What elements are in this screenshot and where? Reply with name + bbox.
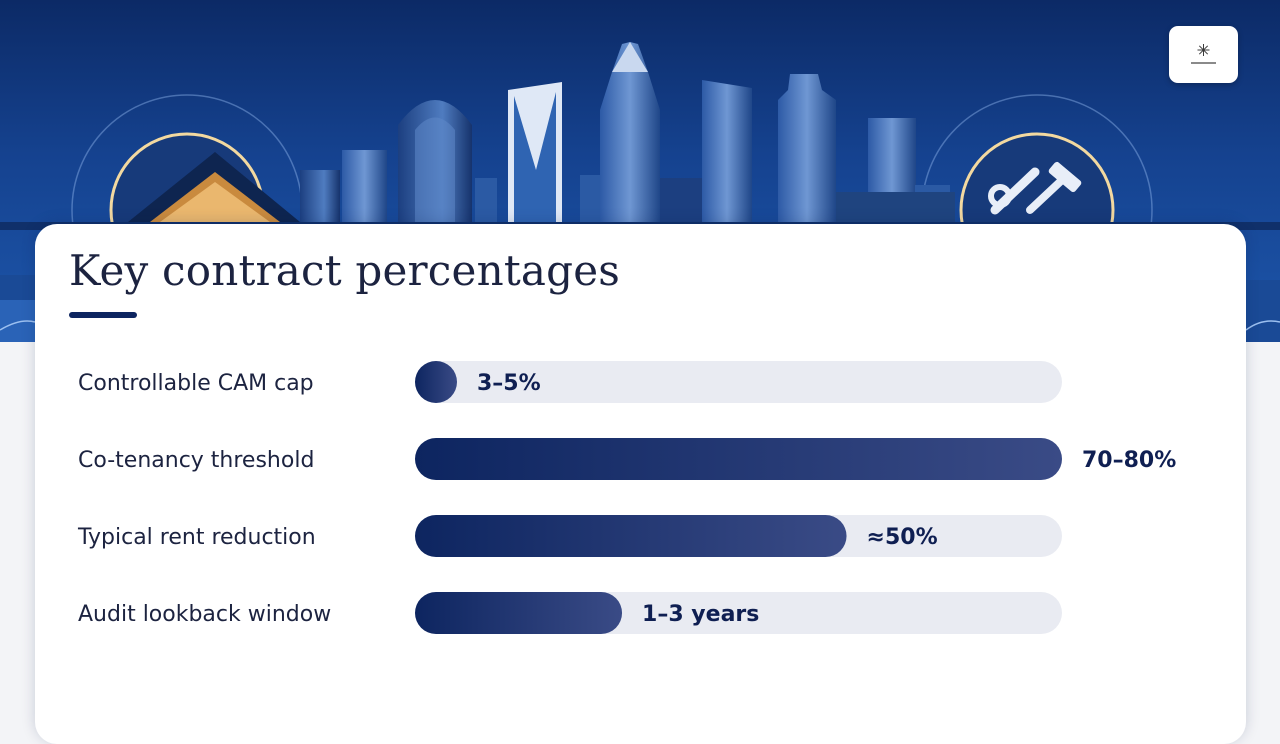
- content-card: Key contract percentages Controllable CA…: [35, 224, 1246, 744]
- row-label: Co-tenancy threshold: [78, 448, 314, 473]
- title-underline: [69, 312, 137, 318]
- value-label: 70–80%: [1082, 448, 1176, 473]
- bar: [415, 361, 457, 403]
- bar: [415, 592, 623, 634]
- slide-title: Key contract percentages: [69, 246, 621, 295]
- logo-badge: [1169, 26, 1238, 83]
- bar: [415, 438, 1062, 480]
- value-label: 3–5%: [477, 371, 541, 396]
- percentages-bar-chart: Controllable CAM cap 3–5% Co-tenancy thres…: [77, 361, 1176, 634]
- row-label: Typical rent reduction: [77, 525, 316, 550]
- value-label: ≈50%: [867, 525, 938, 550]
- row-label: Controllable CAM cap: [78, 371, 314, 396]
- value-label: 1–3 years: [642, 602, 759, 627]
- logo-mark: [1191, 44, 1216, 64]
- bar-track: [415, 361, 1062, 403]
- bar: [415, 515, 847, 557]
- row-label: Audit lookback window: [78, 602, 331, 627]
